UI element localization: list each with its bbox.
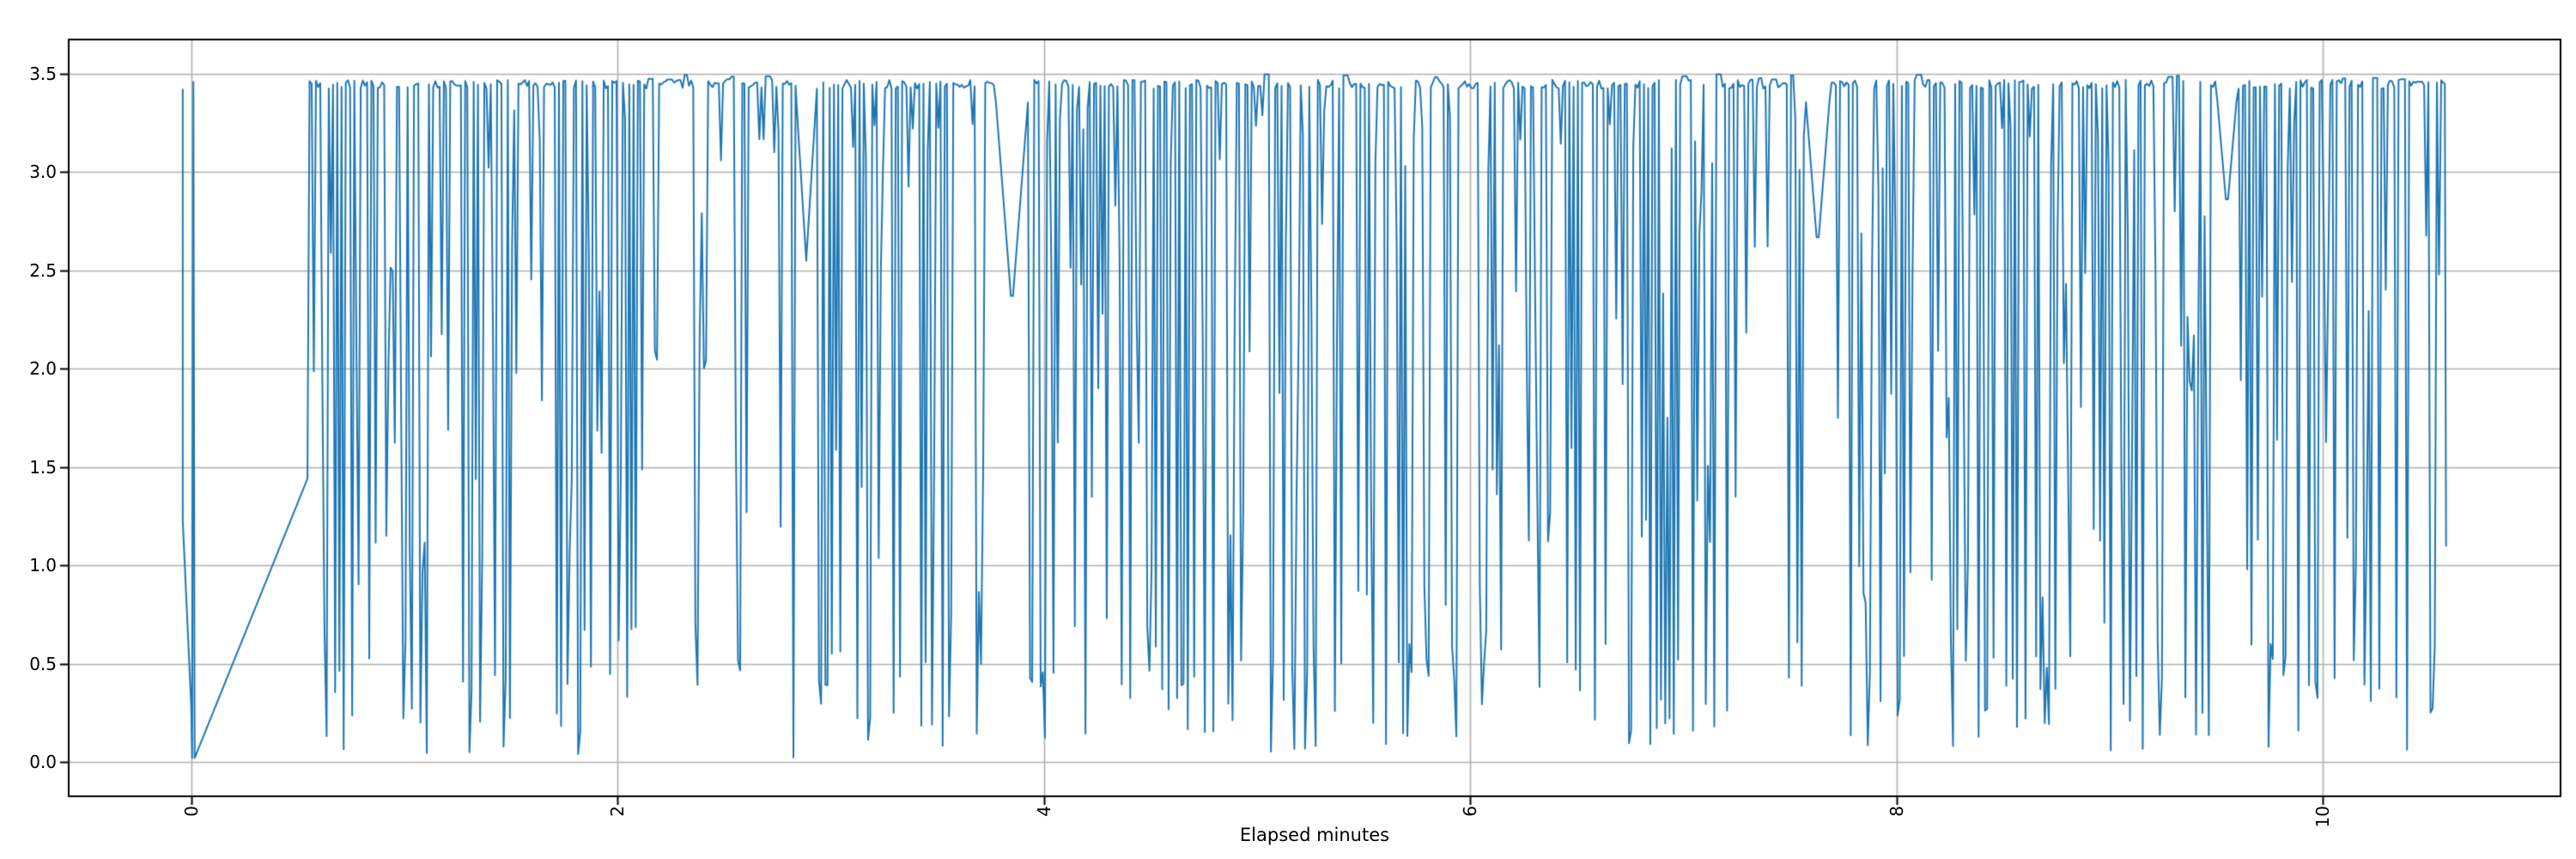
y-tick-label: 2.5 (29, 259, 57, 281)
y-tick-label: 3.0 (29, 161, 57, 183)
y-tick-label: 1.0 (29, 555, 57, 576)
y-tick-label: 3.5 (29, 64, 57, 85)
x-tick-label: 0 (180, 806, 202, 817)
x-axis-label: Elapsed minutes (1239, 825, 1390, 845)
x-tick-label: 4 (1033, 806, 1054, 817)
y-tick-label: 0.0 (29, 751, 57, 772)
y-tick-label: 2.0 (29, 358, 57, 380)
x-tick-label: 6 (1460, 806, 1481, 817)
y-tick-label: 1.5 (29, 456, 57, 478)
y-tick-label: 0.5 (29, 653, 57, 674)
x-tick-label: 2 (607, 806, 629, 817)
x-tick-label: 8 (1886, 806, 1907, 817)
